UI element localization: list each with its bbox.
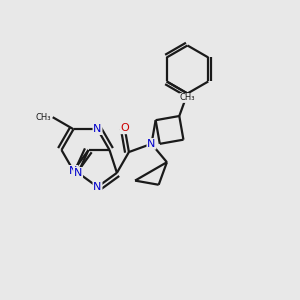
Text: N: N xyxy=(69,166,78,176)
Text: N: N xyxy=(147,139,156,149)
Text: CH₃: CH₃ xyxy=(36,113,51,122)
Text: CH₃: CH₃ xyxy=(180,94,195,103)
Text: O: O xyxy=(120,123,129,134)
Text: N: N xyxy=(74,168,82,178)
Text: N: N xyxy=(93,124,102,134)
Text: N: N xyxy=(93,182,102,192)
